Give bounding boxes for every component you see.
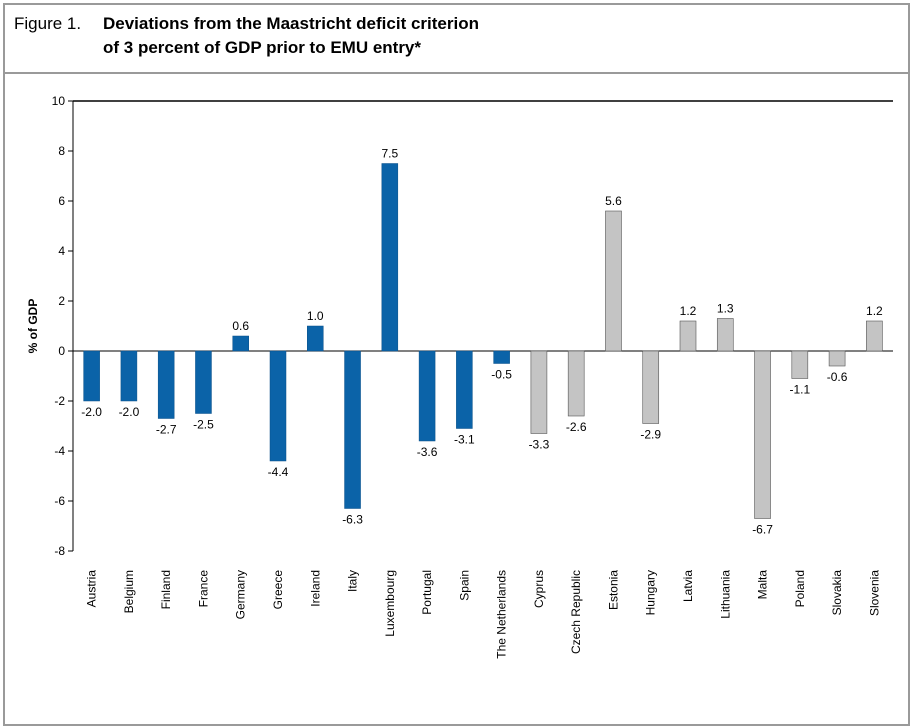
category-label: Latvia bbox=[681, 570, 695, 602]
y-tick-label: 4 bbox=[58, 244, 65, 258]
bar-belgium bbox=[120, 350, 138, 402]
category-label: Austria bbox=[85, 570, 99, 608]
bar-cyprus bbox=[530, 350, 548, 434]
bar-spain bbox=[456, 350, 473, 429]
value-label: 1.0 bbox=[307, 309, 324, 323]
category-label: Hungary bbox=[644, 570, 658, 615]
value-label: 1.3 bbox=[717, 302, 734, 316]
bar-greece bbox=[269, 350, 287, 462]
value-label: -1.1 bbox=[789, 383, 810, 397]
bar-slovenia bbox=[866, 320, 883, 352]
value-labels: -2.0 -2.0 -2.7 -2.5 0.6 -4.4 1.0 -6.3 7.5 -3.6 -3.… bbox=[81, 147, 883, 537]
bar-malta bbox=[754, 350, 771, 519]
bar-italy bbox=[344, 350, 361, 509]
category-label: The Netherlands bbox=[495, 570, 509, 659]
figure-title-line1: Deviations from the Maastricht deficit c… bbox=[103, 14, 479, 33]
bar-latvia bbox=[679, 320, 697, 352]
y-tick-label: -8 bbox=[54, 544, 65, 558]
category-label: Ireland bbox=[308, 570, 322, 607]
figure-header: Figure 1. Deviations from the Maastricht… bbox=[5, 5, 908, 74]
bar-luxembourg bbox=[381, 163, 399, 352]
bar-ireland bbox=[307, 325, 324, 352]
category-label: Slovenia bbox=[867, 570, 881, 616]
value-label: 1.2 bbox=[866, 304, 883, 318]
value-label: -3.6 bbox=[417, 445, 438, 459]
bar-austria bbox=[83, 350, 100, 402]
value-label: -2.9 bbox=[640, 428, 661, 442]
category-label: Italy bbox=[346, 570, 360, 592]
y-tick-label: 2 bbox=[58, 294, 65, 308]
category-label: Greece bbox=[271, 570, 285, 610]
y-axis-label: % of GDP bbox=[26, 299, 40, 354]
value-label: -6.7 bbox=[752, 523, 773, 537]
category-label: Slovakia bbox=[830, 570, 844, 616]
bar-france bbox=[195, 350, 212, 414]
category-label: Lithuania bbox=[718, 570, 732, 619]
category-label: Malta bbox=[756, 570, 770, 600]
y-tick-label: 10 bbox=[52, 94, 66, 108]
value-label: -2.0 bbox=[119, 405, 140, 419]
figure-label: Figure 1. bbox=[14, 14, 82, 33]
y-ticks: -8 -6 -4 -2 0 2 4 6 8 10 bbox=[52, 94, 73, 558]
category-label: Germany bbox=[234, 570, 248, 619]
y-tick-label: -2 bbox=[54, 394, 65, 408]
bars bbox=[83, 163, 883, 519]
bar-poland bbox=[791, 350, 809, 379]
value-label: -2.5 bbox=[193, 418, 214, 432]
bar-lithuania bbox=[716, 318, 734, 352]
value-label: -4.4 bbox=[268, 465, 289, 479]
y-tick-label: 0 bbox=[58, 344, 65, 358]
category-label: France bbox=[196, 570, 210, 608]
category-label: Belgium bbox=[122, 570, 136, 613]
value-label: -2.6 bbox=[566, 420, 587, 434]
category-label: Spain bbox=[457, 570, 471, 601]
y-tick-label: 8 bbox=[58, 144, 65, 158]
bar-slovakia bbox=[828, 350, 846, 367]
category-labels: Austria Belgium Finland France Germany Greece… bbox=[85, 570, 882, 659]
category-label: Czech Republic bbox=[569, 570, 583, 654]
category-label: Finland bbox=[159, 570, 173, 609]
category-label: Portugal bbox=[420, 570, 434, 615]
value-label: -3.1 bbox=[454, 433, 475, 447]
bar-portugal bbox=[418, 350, 436, 442]
category-label: Luxembourg bbox=[383, 570, 397, 637]
bar-estonia bbox=[605, 210, 622, 352]
category-label: Cyprus bbox=[532, 570, 546, 608]
y-tick-label: -4 bbox=[54, 444, 65, 458]
value-label: 5.6 bbox=[605, 194, 622, 208]
y-tick-label: -6 bbox=[54, 494, 65, 508]
bar-finland bbox=[157, 350, 175, 419]
value-label: -0.5 bbox=[491, 368, 512, 382]
value-label: -3.3 bbox=[529, 438, 550, 452]
bar-hungary bbox=[642, 350, 660, 424]
value-label: 0.6 bbox=[232, 319, 249, 333]
y-tick-label: 6 bbox=[58, 194, 65, 208]
value-label: 1.2 bbox=[680, 304, 697, 318]
figure-title-line2: of 3 percent of GDP prior to EMU entry* bbox=[103, 38, 422, 57]
value-label: -2.0 bbox=[81, 405, 102, 419]
bar-the-netherlands bbox=[493, 350, 510, 364]
bar-czech-republic bbox=[567, 350, 585, 417]
bar-germany bbox=[232, 335, 249, 352]
value-label: -2.7 bbox=[156, 423, 177, 437]
value-label: 7.5 bbox=[381, 147, 398, 161]
category-label: Estonia bbox=[606, 570, 620, 610]
value-label: -0.6 bbox=[827, 370, 848, 384]
category-label: Poland bbox=[793, 570, 807, 607]
value-label: -6.3 bbox=[342, 513, 363, 527]
